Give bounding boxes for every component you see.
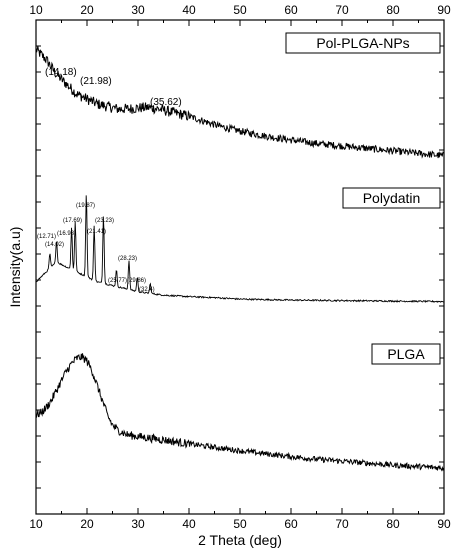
peak-label: (29.86) [127, 278, 146, 284]
peak-label: (28.23) [118, 256, 137, 262]
series-layer [35, 46, 445, 472]
peak-label: (16.98) [57, 231, 76, 237]
x-tick-label: 20 [80, 517, 94, 531]
legend-label-1: Pol-PLGA-NPs [316, 35, 409, 51]
x-tick-label-top: 10 [29, 3, 43, 17]
x-tick-label: 30 [131, 517, 145, 531]
x-tick-labels-bottom: 10 20 30 40 50 60 70 80 90 [29, 517, 451, 531]
y-axis-title: Intensity(a.u) [7, 227, 23, 308]
x-tick-label-top: 60 [284, 3, 298, 17]
x-tick-label-top: 80 [386, 3, 400, 17]
peak-label: (12.71) [37, 234, 56, 240]
peak-label: (23.23) [95, 218, 114, 224]
x-tick-label-top: 40 [182, 3, 196, 17]
x-tick-label-top: 30 [131, 3, 145, 17]
x-tick-label: 90 [437, 517, 451, 531]
x-tick-label: 10 [29, 517, 43, 531]
x-tick-label-top: 50 [233, 3, 247, 17]
x-tick-label-top: 70 [335, 3, 349, 17]
plot-frame [35, 19, 445, 515]
series-line-2 [35, 195, 444, 303]
peak-label: (21.98) [80, 76, 112, 87]
peak-label: (19.87) [76, 203, 95, 209]
legend-label-3: PLGA [387, 346, 425, 362]
peak-label: (17.69) [63, 218, 82, 224]
legend-layer: Pol-PLGA-NPs Polydatin PLGA [285, 32, 441, 365]
x-tick-labels-top: 10 20 30 40 50 60 70 80 90 [29, 3, 451, 17]
peak-label: (14.18) [45, 67, 77, 78]
x-tick-label: 60 [284, 517, 298, 531]
annotation-layer: (14.18)(21.98) (35.62) (12.71) (14.02) (16.9… [37, 67, 182, 293]
x-tick-label: 40 [182, 517, 196, 531]
series-line-1 [35, 46, 444, 159]
x-tick-label: 70 [335, 517, 349, 531]
peak-label: (32.4) [139, 287, 155, 293]
x-tick-label: 50 [233, 517, 247, 531]
peak-label: (25.77) [108, 278, 127, 284]
peak-label: (35.62) [150, 97, 182, 108]
legend-label-2: Polydatin [363, 190, 421, 206]
x-axis-title: 2 Theta (deg) [198, 532, 282, 548]
peak-label: (21.41) [87, 229, 106, 235]
legend-box-2 [342, 187, 441, 209]
tick-marks [35, 20, 445, 514]
x-tick-label-top: 20 [80, 3, 94, 17]
x-tick-label-top: 90 [437, 3, 451, 17]
x-tick-label: 80 [386, 517, 400, 531]
legend-box-1 [285, 32, 441, 54]
legend-box-3 [371, 343, 441, 365]
peak-label: (14.02) [45, 242, 64, 248]
series-line-3 [35, 353, 445, 472]
